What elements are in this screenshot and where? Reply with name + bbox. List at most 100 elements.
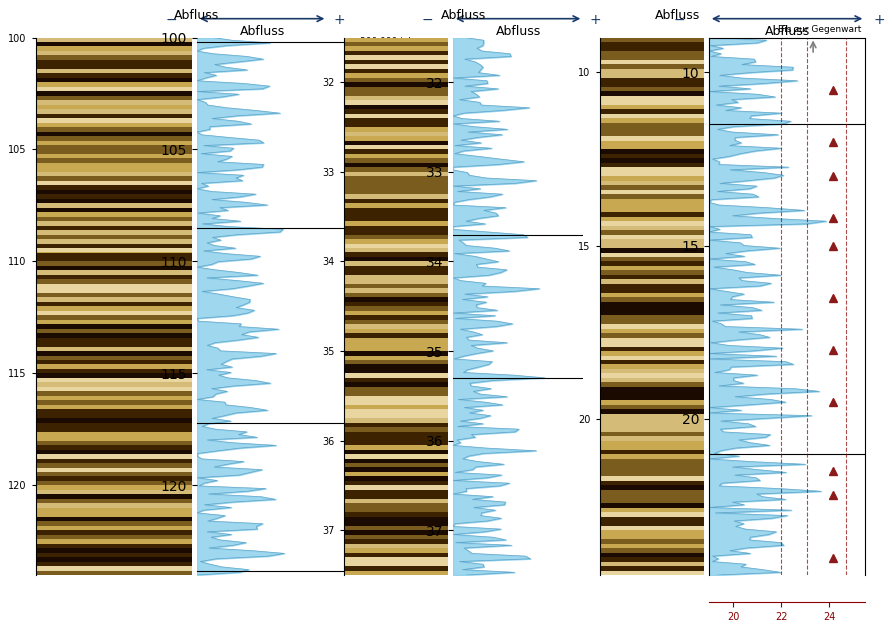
Bar — [599, 136, 704, 141]
Bar — [599, 324, 704, 329]
Bar — [36, 544, 192, 548]
Bar — [36, 552, 192, 557]
Bar — [599, 552, 704, 557]
Bar — [599, 449, 704, 454]
Bar — [343, 212, 448, 217]
Bar — [36, 168, 192, 172]
Bar — [599, 221, 704, 226]
Bar — [599, 548, 704, 552]
Bar — [36, 56, 192, 60]
Bar — [343, 288, 448, 292]
Bar — [599, 486, 704, 490]
Bar — [36, 96, 192, 100]
Bar — [343, 60, 448, 64]
Text: Glazial: Glazial — [367, 255, 413, 268]
Bar — [599, 463, 704, 468]
Bar — [599, 217, 704, 221]
Bar — [36, 293, 192, 298]
Bar — [599, 194, 704, 199]
Bar — [36, 476, 192, 481]
Bar — [36, 199, 192, 203]
Bar — [343, 234, 448, 239]
Bar — [599, 141, 704, 145]
Bar — [36, 136, 192, 141]
Bar — [36, 203, 192, 208]
Bar — [343, 230, 448, 234]
Bar — [36, 248, 192, 252]
Bar — [343, 127, 448, 131]
Bar — [36, 132, 192, 136]
Bar — [343, 315, 448, 319]
Bar — [599, 100, 704, 105]
Bar — [599, 257, 704, 261]
Bar — [343, 566, 448, 571]
Bar — [343, 324, 448, 329]
Bar — [343, 351, 448, 356]
Bar — [343, 257, 448, 261]
Text: 300,000 jahre: 300,000 jahre — [359, 38, 423, 46]
Bar — [599, 239, 704, 244]
Bar — [599, 306, 704, 311]
Bar — [36, 163, 192, 168]
Bar — [36, 100, 192, 105]
Bar — [599, 387, 704, 391]
Bar — [36, 275, 192, 279]
Bar — [36, 159, 192, 163]
Bar — [599, 181, 704, 186]
Bar — [36, 279, 192, 284]
Bar — [36, 342, 192, 347]
Bar — [343, 38, 448, 42]
Bar — [599, 422, 704, 428]
Bar — [343, 490, 448, 494]
Bar — [343, 145, 448, 149]
Bar — [599, 459, 704, 463]
Bar — [343, 342, 448, 346]
Bar — [343, 494, 448, 499]
Bar — [36, 378, 192, 382]
Bar — [36, 432, 192, 436]
Bar — [599, 261, 704, 266]
Bar — [343, 463, 448, 468]
Bar — [36, 42, 192, 46]
Bar — [36, 266, 192, 271]
Bar — [36, 234, 192, 239]
Bar — [36, 145, 192, 149]
Bar — [343, 306, 448, 311]
Bar — [343, 561, 448, 566]
Bar — [36, 454, 192, 459]
Bar — [36, 449, 192, 454]
Bar — [343, 468, 448, 472]
Bar — [36, 356, 192, 360]
Bar — [599, 230, 704, 234]
Bar — [36, 526, 192, 530]
Bar — [343, 552, 448, 557]
Bar — [343, 279, 448, 284]
Bar — [36, 373, 192, 378]
Bar — [343, 149, 448, 154]
Bar — [36, 319, 192, 324]
Bar — [343, 428, 448, 432]
Bar — [343, 131, 448, 136]
Bar — [36, 82, 192, 87]
Bar — [36, 382, 192, 387]
Bar — [343, 445, 448, 449]
Bar — [36, 288, 192, 293]
Bar — [343, 64, 448, 69]
Bar — [599, 401, 704, 405]
Bar — [599, 109, 704, 114]
Bar — [599, 172, 704, 176]
Bar — [343, 208, 448, 212]
Bar — [599, 302, 704, 306]
Bar — [599, 69, 704, 73]
Bar — [343, 486, 448, 490]
Bar — [599, 149, 704, 154]
Bar — [36, 302, 192, 306]
Bar — [599, 56, 704, 60]
Bar — [599, 226, 704, 230]
Bar — [343, 382, 448, 387]
Bar — [343, 476, 448, 481]
Bar — [343, 329, 448, 333]
Bar — [599, 176, 704, 181]
Bar — [343, 544, 448, 548]
Bar — [343, 244, 448, 248]
